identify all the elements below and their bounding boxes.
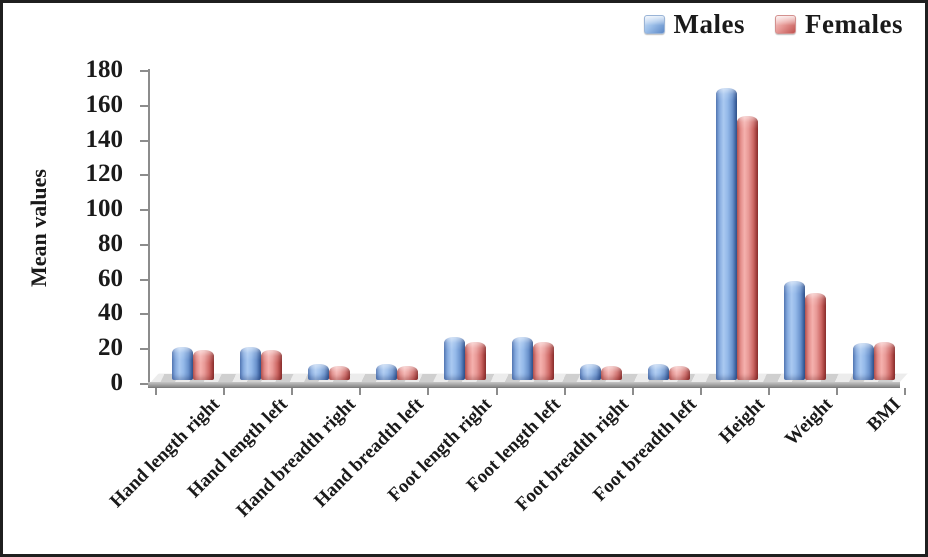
x-tick-11 (904, 388, 907, 395)
bar-females-8 (737, 116, 759, 380)
legend-label-females: Females (805, 9, 903, 39)
x-tick-0 (155, 388, 157, 395)
y-tick-label-140: 140 (85, 125, 124, 153)
y-axis-line (148, 69, 150, 386)
y-tick-140 (140, 139, 149, 142)
y-tick-80 (140, 243, 149, 246)
bar-males-2 (307, 364, 329, 380)
y-tick-label-120: 120 (85, 160, 124, 188)
bar-females-5 (533, 342, 555, 380)
x-tick-3 (359, 388, 362, 395)
y-tick-label-0: 0 (110, 369, 124, 396)
bar-males-8 (716, 88, 738, 380)
bar-females-7 (669, 366, 691, 380)
bar-females-9 (805, 293, 827, 380)
bar-females-4 (464, 342, 486, 380)
x-tick-5 (495, 388, 498, 395)
y-tick-label-100: 100 (85, 195, 124, 223)
y-tick-160 (140, 104, 149, 107)
bar-females-1 (260, 350, 282, 380)
bar-males-7 (648, 364, 670, 380)
y-tick-120 (140, 174, 149, 177)
legend-item-males: Males (643, 9, 746, 40)
legend-item-females: Females (775, 9, 903, 40)
bar-males-10 (852, 343, 874, 380)
bar-males-6 (580, 364, 602, 380)
bar-females-6 (601, 366, 623, 380)
y-tick-60 (140, 278, 149, 281)
males-series-marker-icon (643, 15, 665, 34)
bar-males-5 (512, 337, 534, 380)
x-tick-4 (427, 388, 430, 395)
bar-males-1 (239, 347, 261, 380)
y-tick-20 (140, 348, 149, 351)
y-tick-label-40: 40 (98, 299, 123, 327)
y-tick-100 (140, 209, 149, 212)
x-tick-7 (631, 388, 634, 395)
legend-label-males: Males (673, 9, 746, 39)
bar-females-2 (328, 366, 350, 380)
y-tick-label-60: 60 (98, 264, 123, 292)
bar-males-4 (443, 337, 465, 380)
bar-males-0 (171, 347, 193, 380)
y-axis-title: Mean values (26, 169, 51, 287)
y-tick-label-180: 180 (85, 56, 124, 83)
x-tick-6 (563, 388, 566, 395)
x-tick-1 (223, 388, 226, 395)
bar-males-9 (784, 281, 806, 380)
bar-females-10 (873, 342, 895, 380)
y-tick-label-80: 80 (98, 229, 123, 257)
legend: Males Females (643, 9, 903, 40)
y-tick-0 (140, 383, 149, 385)
bar-females-3 (396, 366, 418, 380)
y-tick-label-160: 160 (85, 90, 124, 118)
x-tick-8 (699, 388, 702, 395)
x-tick-2 (291, 388, 294, 395)
x-tick-9 (767, 388, 770, 395)
y-tick-180 (140, 70, 149, 72)
bar-females-0 (192, 350, 214, 380)
y-tick-label-20: 20 (98, 334, 123, 362)
females-series-marker-icon (775, 15, 797, 34)
chart-floor-front (148, 382, 900, 388)
bar-males-3 (375, 364, 397, 380)
x-label-10: BMI (863, 394, 905, 436)
y-tick-40 (140, 313, 149, 316)
x-tick-10 (836, 388, 838, 395)
